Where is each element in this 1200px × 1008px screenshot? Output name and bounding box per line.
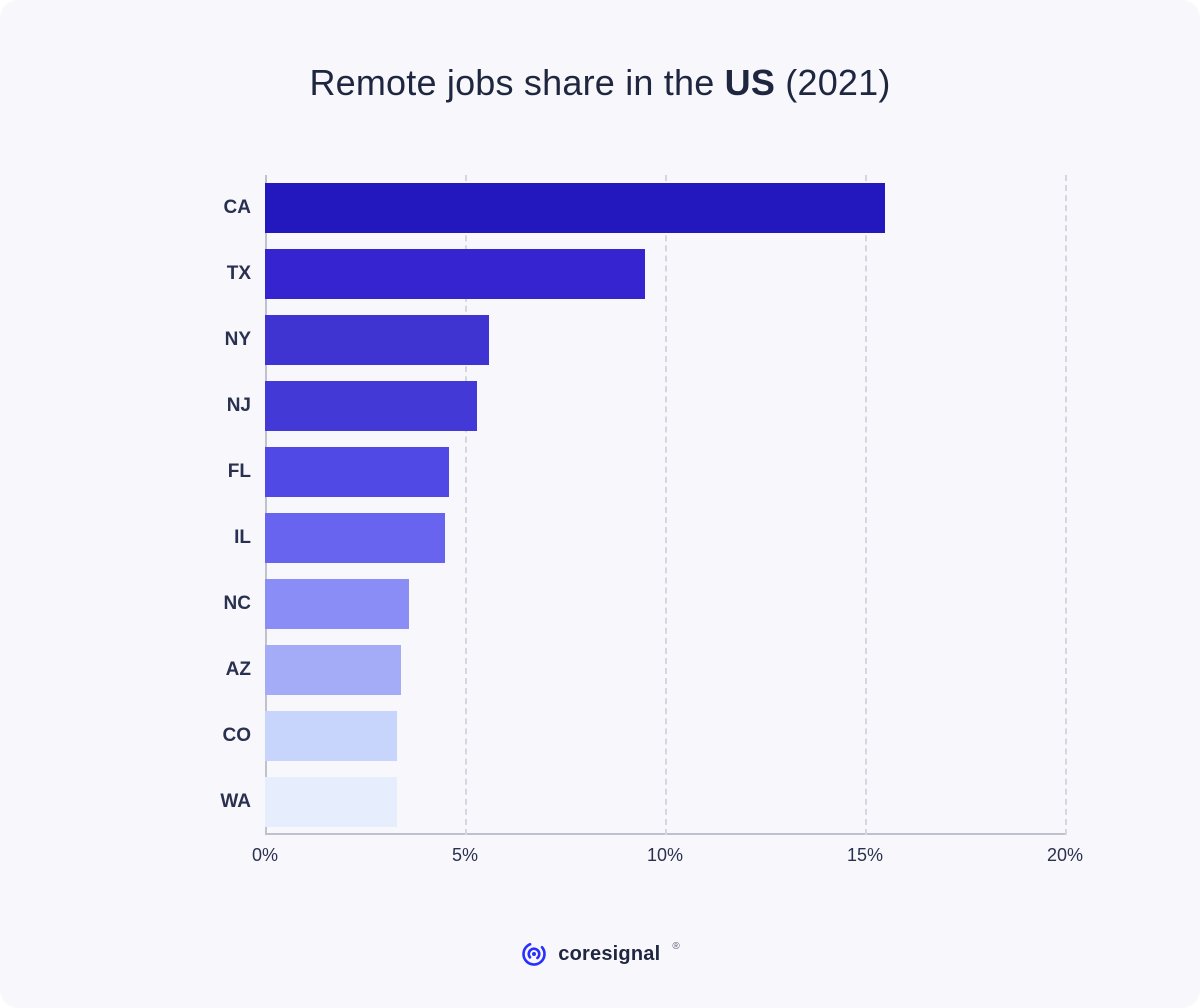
y-category-label: NY bbox=[195, 329, 251, 351]
bar-row: FL bbox=[265, 439, 1065, 505]
bar bbox=[265, 183, 885, 233]
y-category-label: NC bbox=[195, 593, 251, 615]
bar-row: CO bbox=[265, 703, 1065, 769]
chart-title: Remote jobs share in the US (2021) bbox=[0, 62, 1200, 104]
y-category-label: CO bbox=[195, 725, 251, 747]
y-category-label: AZ bbox=[195, 659, 251, 681]
title-bold: US bbox=[725, 62, 775, 103]
chart-canvas: Remote jobs share in the US (2021) 0%5%1… bbox=[0, 0, 1200, 1008]
y-category-label: IL bbox=[195, 527, 251, 549]
bar bbox=[265, 777, 397, 827]
registered-mark: ® bbox=[672, 941, 679, 952]
bar bbox=[265, 249, 645, 299]
bar-row: WA bbox=[265, 769, 1065, 835]
title-suffix: (2021) bbox=[775, 62, 890, 103]
x-tick-label: 15% bbox=[847, 845, 883, 866]
coresignal-logo-icon bbox=[520, 940, 548, 968]
x-tick-label: 10% bbox=[647, 845, 683, 866]
y-category-label: NJ bbox=[195, 395, 251, 417]
bar-row: NC bbox=[265, 571, 1065, 637]
bar-row: NJ bbox=[265, 373, 1065, 439]
bar bbox=[265, 447, 449, 497]
x-tick-label: 0% bbox=[252, 845, 278, 866]
x-tick-label: 5% bbox=[452, 845, 478, 866]
bar bbox=[265, 579, 409, 629]
bar-row: AZ bbox=[265, 637, 1065, 703]
bar-row: CA bbox=[265, 175, 1065, 241]
y-category-label: WA bbox=[195, 791, 251, 813]
bar bbox=[265, 315, 489, 365]
y-category-label: FL bbox=[195, 461, 251, 483]
bar bbox=[265, 381, 477, 431]
gridline bbox=[1065, 175, 1067, 835]
brand-name: coresignal bbox=[558, 943, 660, 966]
bar bbox=[265, 513, 445, 563]
bar-chart: 0%5%10%15%20%CATXNYNJFLILNCAZCOWA bbox=[195, 175, 1105, 875]
y-category-label: TX bbox=[195, 263, 251, 285]
title-prefix: Remote jobs share in the bbox=[309, 62, 724, 103]
bar-row: NY bbox=[265, 307, 1065, 373]
x-tick-label: 20% bbox=[1047, 845, 1083, 866]
plot-area: 0%5%10%15%20%CATXNYNJFLILNCAZCOWA bbox=[265, 175, 1065, 835]
bar-row: TX bbox=[265, 241, 1065, 307]
bar-row: IL bbox=[265, 505, 1065, 571]
footer-brand: coresignal ® bbox=[0, 940, 1200, 968]
y-category-label: CA bbox=[195, 197, 251, 219]
bar bbox=[265, 645, 401, 695]
bar bbox=[265, 711, 397, 761]
